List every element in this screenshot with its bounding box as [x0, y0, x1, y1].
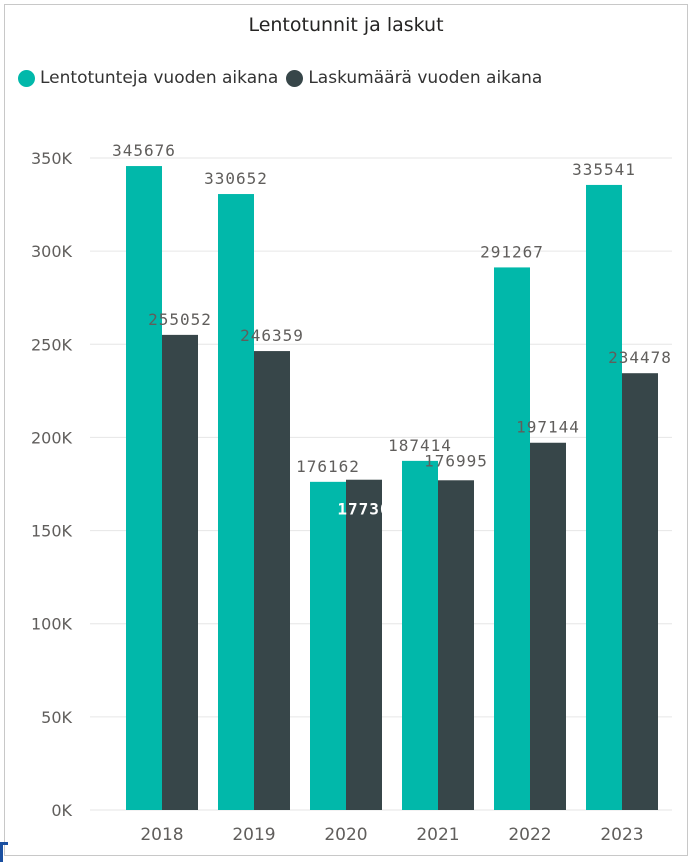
legend-label-hours: Lentotunteja vuoden aikana	[40, 68, 279, 88]
data-label-hours: 187414	[388, 436, 452, 455]
bar-hours[interactable]	[218, 194, 254, 811]
data-label-landings: 255052	[148, 310, 212, 329]
data-label-hours: 330652	[204, 169, 268, 188]
y-tick-label: 350K	[31, 149, 73, 168]
data-label-hours: 345676	[112, 141, 176, 160]
data-label-landings: 234478	[608, 348, 672, 367]
data-label-landings: 176995	[424, 451, 488, 470]
bar-landings[interactable]	[254, 351, 290, 810]
bar-landings[interactable]	[438, 480, 474, 810]
y-tick-label: 50K	[41, 708, 72, 727]
y-tick-label: 0K	[51, 801, 72, 820]
x-tick-label: 2023	[600, 825, 643, 845]
bar-hours[interactable]	[402, 460, 438, 810]
bar-hours[interactable]	[310, 481, 346, 810]
data-label-hours: 335541	[572, 160, 636, 179]
bar-landings[interactable]	[622, 373, 658, 810]
y-tick-label: 250K	[31, 335, 73, 354]
chart-title: Lentotunnit ja laskut	[248, 14, 444, 36]
bar-hours[interactable]	[494, 267, 530, 810]
y-tick-label: 200K	[31, 428, 73, 447]
bar-hours[interactable]	[126, 166, 162, 810]
x-tick-label: 2022	[508, 825, 551, 845]
x-tick-label: 2018	[140, 825, 183, 845]
bar-landings[interactable]	[346, 479, 382, 810]
data-label-hours: 176162	[296, 457, 360, 476]
x-tick-label: 2021	[416, 825, 459, 845]
bar-landings[interactable]	[530, 442, 566, 810]
data-label-landings: 246359	[240, 326, 304, 345]
x-tick-label: 2019	[232, 825, 275, 845]
legend-item-hours[interactable]: Lentotunteja vuoden aikana	[18, 68, 278, 88]
y-tick-label: 300K	[31, 242, 73, 261]
y-tick-label: 100K	[31, 615, 73, 634]
data-label-hours: 291267	[480, 242, 544, 261]
legend-label-landings: Laskumäärä vuoden aikana	[308, 68, 543, 88]
bar-landings[interactable]	[162, 334, 198, 810]
data-label-landings: 17730	[337, 500, 390, 519]
chart-legend: Lentotunteja vuoden aikana Laskumäärä vu…	[18, 68, 550, 88]
legend-dot-hours	[18, 69, 35, 87]
data-label-landings: 197144	[516, 418, 580, 437]
legend-dot-landings	[286, 69, 304, 87]
legend-item-landings[interactable]: Laskumäärä vuoden aikana	[286, 68, 542, 88]
y-tick-label: 150K	[31, 522, 73, 541]
x-tick-label: 2020	[324, 825, 367, 845]
bar-hours[interactable]	[586, 184, 622, 810]
edge-marker	[0, 842, 8, 862]
